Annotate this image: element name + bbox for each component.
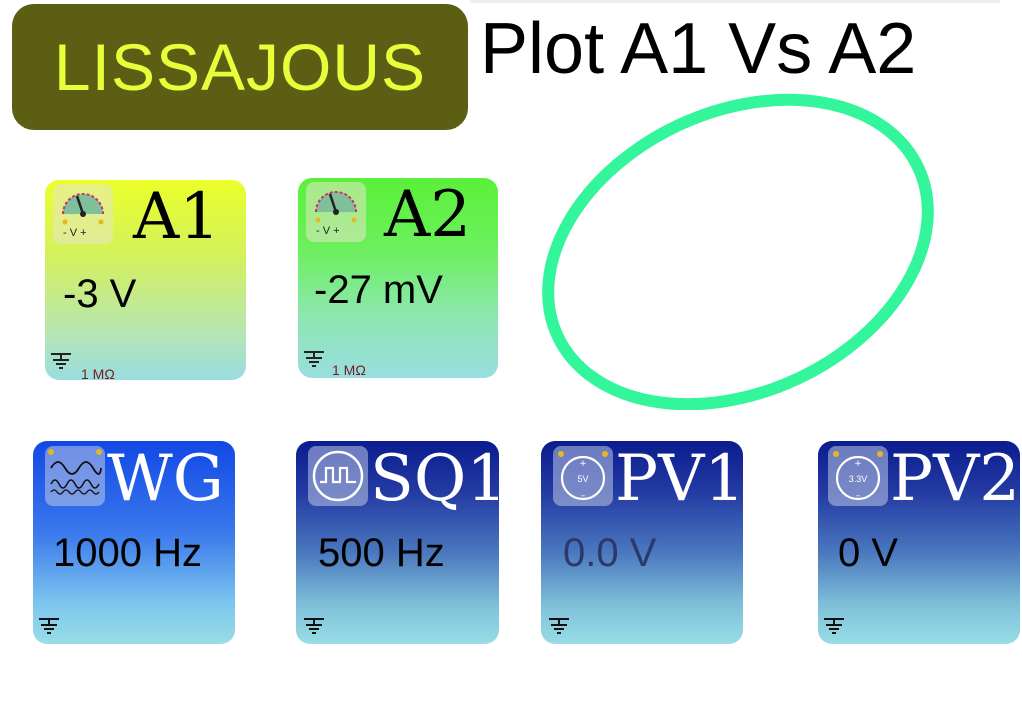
sq1-value: 500 Hz — [318, 531, 445, 575]
sq1-label: SQ1 — [370, 442, 499, 516]
sq1-card[interactable]: SQ1 500 Hz — [296, 441, 499, 644]
voltmeter-icon-label: - V + — [63, 227, 87, 239]
svg-text:+: + — [579, 459, 587, 469]
ground-icon — [549, 618, 569, 634]
a1-card[interactable]: - V + A1 -3 V 1 MΩ — [45, 180, 246, 380]
ground-icon — [304, 618, 324, 634]
a2-impedance: 1 MΩ — [332, 362, 366, 378]
power-source-icon-label: 5V — [577, 474, 589, 484]
lissajous-curve — [542, 93, 934, 410]
pv2-label: PV2 — [890, 442, 1020, 516]
a1-impedance: 1 MΩ — [81, 366, 115, 380]
plot-title: Plot A1 Vs A2 — [480, 9, 917, 89]
wg-label: WG — [107, 442, 224, 516]
voltmeter-icon-label: - V + — [316, 225, 340, 237]
a2-label: A2 — [384, 178, 471, 252]
power-source-icon: + – 3.3V — [828, 446, 888, 506]
lissajous-plot — [542, 93, 934, 410]
a2-card[interactable]: - V + A2 -27 mV 1 MΩ — [298, 178, 498, 378]
wg-card[interactable]: WG 1000 Hz — [33, 441, 235, 644]
pv2-card[interactable]: + – 3.3V PV2 0 V — [818, 441, 1020, 644]
wg-value: 1000 Hz — [53, 531, 202, 575]
a1-value: -3 V — [63, 272, 137, 316]
pv1-card[interactable]: + – 5V PV1 0.0 V — [541, 441, 743, 644]
a2-value: -27 mV — [314, 268, 443, 312]
lissajous-title-badge[interactable]: LISSAJOUS — [12, 4, 468, 130]
pv1-label: PV1 — [615, 442, 743, 516]
ground-icon — [39, 618, 59, 634]
voltmeter-icon: - V + — [306, 182, 366, 242]
top-divider — [470, 0, 1000, 3]
pv2-value: 0 V — [838, 531, 899, 575]
sine-wave-icon — [45, 446, 105, 506]
pv1-value: 0.0 V — [563, 531, 657, 575]
ground-icon — [824, 618, 844, 634]
svg-text:+: + — [854, 459, 862, 469]
square-wave-icon — [308, 446, 368, 506]
voltmeter-icon: - V + — [53, 184, 113, 244]
ground-icon — [304, 351, 324, 367]
svg-text:–: – — [856, 491, 861, 501]
power-source-icon-label: 3.3V — [848, 474, 868, 484]
svg-text:–: – — [581, 491, 586, 501]
ground-icon — [51, 353, 71, 369]
power-source-icon: + – 5V — [553, 446, 613, 506]
a1-label: A1 — [133, 180, 220, 254]
